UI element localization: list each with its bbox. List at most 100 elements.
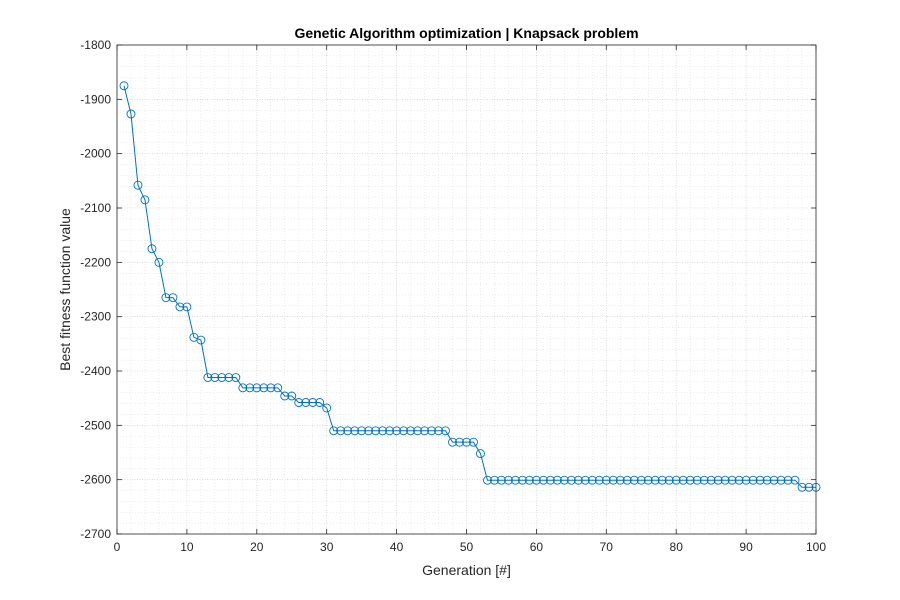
data-point-marker xyxy=(175,302,185,312)
plot-area: 0 10 20 30 40 50 60 70 80 90 100 -1800 -1900 -2000 -21… xyxy=(80,38,826,554)
x-tick-label: 30 xyxy=(320,540,334,554)
x-tick-label: 40 xyxy=(390,540,404,554)
data-point-marker xyxy=(587,475,597,485)
data-point-marker xyxy=(664,475,674,485)
data-point-marker xyxy=(273,383,283,393)
data-point-marker xyxy=(392,426,402,436)
data-point-marker xyxy=(713,475,723,485)
data-point-marker xyxy=(769,475,779,485)
data-point-marker xyxy=(476,449,485,459)
y-tick-label: -2600 xyxy=(80,473,111,487)
data-point-marker xyxy=(573,475,583,485)
data-point-marker xyxy=(748,475,758,485)
data-point-marker xyxy=(329,426,339,436)
data-point-marker xyxy=(357,426,367,436)
data-point-marker xyxy=(203,373,213,382)
x-tick-label: 100 xyxy=(806,540,826,554)
data-point-marker xyxy=(762,475,772,485)
data-point-marker xyxy=(133,180,143,190)
data-point-marker xyxy=(545,475,555,485)
data-point-marker xyxy=(524,475,534,485)
data-point-marker xyxy=(252,383,262,393)
data-point-marker xyxy=(427,426,436,436)
data-point-marker xyxy=(147,244,157,254)
x-tick-label: 70 xyxy=(600,540,614,554)
data-point-marker xyxy=(601,475,611,485)
y-tick-label: -2700 xyxy=(80,527,111,541)
data-point-marker xyxy=(420,426,430,436)
y-tick-label: -2500 xyxy=(80,418,111,432)
data-point-marker xyxy=(678,475,688,485)
data-point-marker xyxy=(238,383,248,393)
data-point-marker xyxy=(580,475,590,485)
minor-grid xyxy=(117,45,816,534)
data-point-marker xyxy=(182,302,192,312)
data-point-marker xyxy=(650,475,660,485)
data-point-marker xyxy=(636,475,646,485)
data-point-marker xyxy=(399,426,409,436)
data-point-marker xyxy=(455,437,464,447)
y-axis-label: Best fitness function value xyxy=(57,208,73,371)
data-point-marker xyxy=(510,475,520,485)
data-point-marker xyxy=(629,475,639,485)
data-point-marker xyxy=(217,373,227,382)
data-point-marker xyxy=(259,383,269,393)
data-point-marker xyxy=(804,482,814,492)
data-point-marker xyxy=(196,335,206,345)
data-point-marker xyxy=(727,475,737,485)
x-tick-label: 10 xyxy=(180,540,194,554)
data-point-marker xyxy=(538,475,548,485)
x-axis-label: Generation [#] xyxy=(422,562,511,578)
data-point-marker xyxy=(343,426,353,436)
data-point-marker xyxy=(308,398,318,407)
data-point-marker xyxy=(364,426,374,436)
data-point-marker xyxy=(497,475,506,485)
chart-title: Genetic Algorithm optimization | Knapsac… xyxy=(294,25,638,41)
data-point-marker xyxy=(469,437,478,447)
data-point-marker xyxy=(154,257,164,267)
data-point-marker xyxy=(776,475,786,485)
x-tick-label: 0 xyxy=(114,540,121,554)
data-point-marker xyxy=(706,475,716,485)
data-point-marker xyxy=(413,426,423,436)
y-tick-label: -1900 xyxy=(80,92,111,106)
data-point-marker xyxy=(594,475,604,485)
data-point-marker xyxy=(441,426,450,436)
data-point-marker xyxy=(462,437,471,447)
series-layer xyxy=(119,81,821,492)
data-point-marker xyxy=(315,398,325,407)
x-tick-label: 20 xyxy=(250,540,264,554)
data-point-marker xyxy=(245,383,255,393)
ticks-layer: 0 10 20 30 40 50 60 70 80 90 100 -1800 -1900 -2000 -21… xyxy=(80,38,826,554)
data-point-marker xyxy=(378,426,388,436)
data-point-marker xyxy=(734,475,744,485)
data-point-marker xyxy=(783,475,793,485)
data-point-marker xyxy=(692,475,702,485)
data-point-marker xyxy=(643,475,653,485)
data-point-marker xyxy=(552,475,562,485)
data-point-marker xyxy=(490,475,499,485)
data-point-marker xyxy=(434,426,443,436)
data-point-marker xyxy=(448,437,457,447)
data-point-marker xyxy=(294,398,304,407)
data-point-marker xyxy=(168,293,178,303)
data-point-marker xyxy=(301,398,311,407)
y-tick-label: -1800 xyxy=(80,38,111,52)
data-point-marker xyxy=(615,475,625,485)
data-point-marker xyxy=(566,475,576,485)
y-tick-label: -2000 xyxy=(80,147,111,161)
data-point-marker xyxy=(119,81,129,91)
data-point-marker xyxy=(720,475,730,485)
y-tick-label: -2200 xyxy=(80,255,111,269)
data-point-marker xyxy=(671,475,681,485)
x-tick-label: 60 xyxy=(530,540,544,554)
data-point-marker xyxy=(385,426,395,436)
x-tick-label: 90 xyxy=(739,540,753,554)
data-point-marker xyxy=(790,475,800,485)
data-point-marker xyxy=(755,475,765,485)
data-point-marker xyxy=(622,475,632,485)
data-point-marker xyxy=(517,475,527,485)
data-point-marker xyxy=(287,391,297,401)
data-point-marker xyxy=(350,426,360,436)
data-point-marker xyxy=(371,426,381,436)
